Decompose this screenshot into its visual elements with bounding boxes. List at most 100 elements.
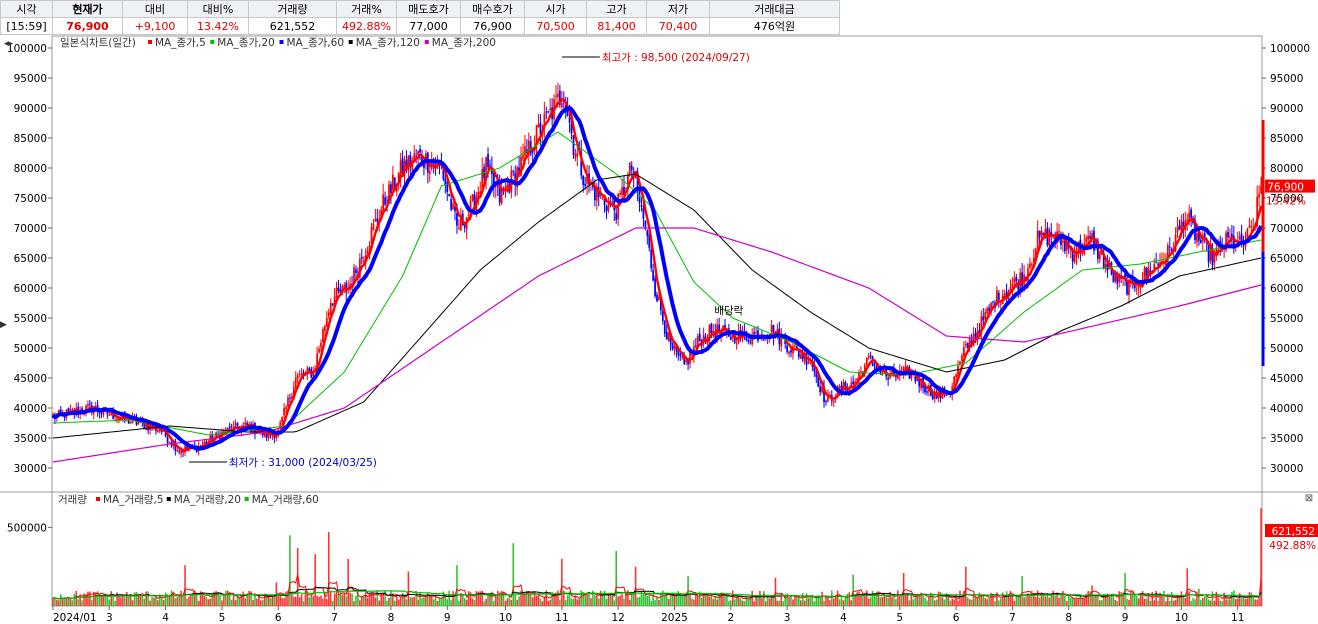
volume-bar	[277, 596, 280, 606]
volume-bar	[632, 592, 635, 606]
volume-bar	[366, 598, 369, 606]
candle-body	[904, 366, 907, 370]
val-high: 81,400	[586, 17, 647, 35]
volume-bar	[935, 599, 938, 606]
candle-body	[1126, 280, 1128, 295]
candle-body	[825, 400, 827, 402]
candle-body	[1145, 267, 1148, 277]
volume-bar	[1132, 591, 1134, 606]
volume-legend-item: MA_거래량,60	[252, 494, 319, 506]
candle-body	[790, 349, 792, 353]
volume-bar	[370, 592, 373, 606]
volume-bar	[982, 595, 985, 606]
volume-bar	[213, 591, 215, 606]
candle-body	[448, 194, 451, 196]
volume-bar	[679, 594, 682, 606]
price-y-tick-label-left: 65000	[14, 253, 47, 265]
volume-bar	[477, 591, 480, 606]
candle-body	[524, 146, 526, 156]
candle-body	[644, 221, 647, 228]
volume-bar	[475, 591, 478, 606]
volume-bar	[1095, 594, 1097, 606]
volume-bar	[394, 600, 396, 606]
candle-body	[1089, 236, 1091, 239]
volume-bar	[1174, 599, 1177, 606]
candle-body	[489, 164, 491, 166]
volume-bar	[361, 596, 363, 606]
candle-body	[306, 368, 309, 375]
candle-body	[1023, 274, 1025, 285]
volume-bar	[739, 598, 742, 606]
ma-close-20-line	[52, 131, 1262, 436]
candle-body	[687, 360, 689, 365]
candle-body	[1256, 196, 1259, 227]
volume-bar	[669, 594, 672, 606]
volume-bar	[1075, 598, 1078, 606]
volume-bar	[293, 596, 295, 606]
x-tick-label: 4	[840, 612, 847, 624]
candle-body	[1238, 235, 1241, 240]
volume-bar	[522, 592, 524, 606]
candle-body	[368, 245, 371, 251]
candle-body	[1071, 248, 1074, 262]
price-y-tick-label-right: 65000	[1270, 253, 1303, 265]
volume-bar	[1027, 593, 1029, 606]
candle-body	[811, 363, 814, 367]
volume-bar	[1196, 591, 1198, 606]
volume-bar	[1225, 599, 1227, 606]
volume-bar	[85, 594, 87, 606]
volume-bar	[1033, 593, 1035, 606]
candle-body	[821, 386, 823, 393]
candle-body	[88, 403, 91, 405]
volume-bar	[331, 600, 334, 606]
volume-bar	[728, 601, 730, 606]
volume-bar	[1019, 594, 1021, 606]
volume-bar	[170, 590, 173, 606]
volume-bar	[306, 591, 309, 606]
volume-bar	[1021, 576, 1023, 606]
candle-body	[417, 151, 419, 156]
panel-expand-arrow-icon[interactable]: ▶	[0, 320, 7, 330]
candle-body	[708, 325, 711, 342]
candle-body	[755, 332, 757, 334]
candle-body	[215, 432, 217, 439]
volume-bar	[947, 595, 950, 606]
candle-body	[996, 290, 998, 306]
volume-bar	[541, 601, 544, 606]
candle-body	[582, 175, 585, 185]
volume-bar	[784, 594, 786, 606]
volume-bar	[434, 594, 437, 606]
candle-body	[1069, 249, 1072, 251]
volume-bar	[1135, 595, 1138, 606]
volume-bar	[636, 597, 639, 606]
candle-body	[753, 332, 755, 335]
volume-bar	[300, 594, 303, 606]
candle-body	[403, 160, 406, 176]
volume-bar	[770, 596, 773, 606]
candle-body	[570, 124, 573, 134]
volume-bar	[1151, 592, 1154, 606]
volume-bar	[106, 596, 109, 606]
volume-bar	[479, 591, 482, 606]
volume-bar	[854, 594, 856, 606]
volume-bar	[205, 597, 208, 606]
volume-bar	[615, 551, 617, 606]
candle-body	[724, 324, 726, 330]
volume-bar	[1145, 598, 1148, 606]
volume-bar	[972, 593, 975, 606]
candle-body	[607, 202, 610, 211]
volume-bar	[597, 598, 600, 606]
volume-bar	[1256, 599, 1258, 606]
candle-body	[1147, 267, 1150, 276]
volume-bar	[644, 592, 647, 606]
candle-body	[1135, 288, 1138, 290]
volume-bar	[1227, 600, 1229, 606]
candle-body	[1054, 237, 1057, 240]
candle-body	[626, 174, 629, 190]
volume-bar	[731, 590, 734, 606]
volume-bar	[974, 598, 977, 606]
candle-body	[978, 329, 981, 335]
quote-bar: 시각 현재가 대비 대비% 거래량 거래% 매도호가 매수호가 시가 고가 저가…	[0, 0, 1318, 35]
volume-bar	[939, 591, 942, 606]
